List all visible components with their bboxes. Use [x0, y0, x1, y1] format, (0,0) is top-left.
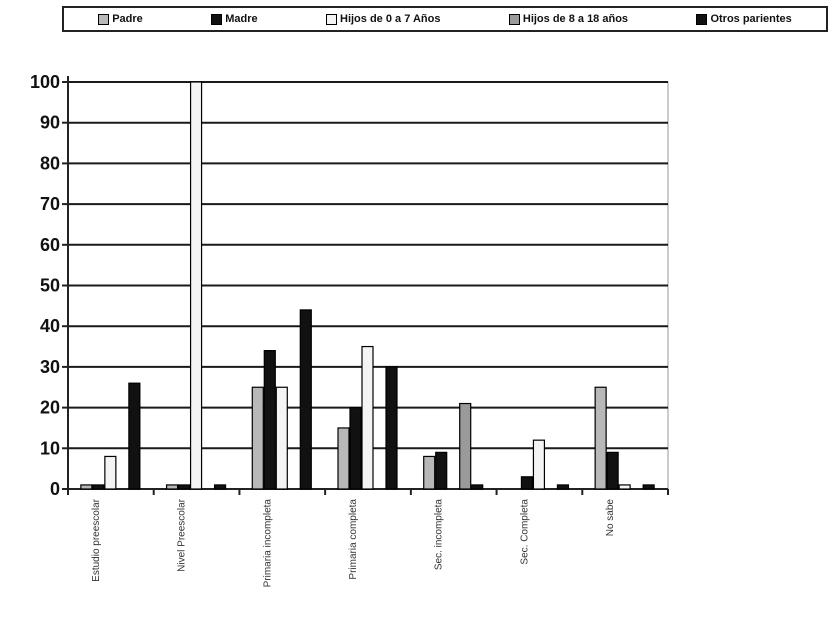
y-tick-label: 0: [50, 479, 60, 499]
bar: [606, 451, 619, 490]
legend-item: Padre: [98, 13, 143, 25]
x-tick-label: Sec. Completa: [519, 499, 530, 565]
chart-legend: Padre Madre Hijos de 0 a 7 Años Hijos de 8 …: [62, 6, 828, 32]
legend-label: Otros parientes: [710, 13, 792, 25]
y-tick-label: 50: [40, 276, 60, 296]
y-tick-label: 20: [40, 398, 60, 418]
x-tick-label: Primaria incompleta: [262, 499, 273, 588]
legend-label: Hijos de 8 a 18 años: [522, 13, 629, 25]
bar: [177, 484, 191, 490]
bar: [128, 382, 141, 490]
bar: [459, 402, 472, 490]
legend-item: Otros parientes: [696, 13, 792, 25]
bar: [263, 350, 276, 490]
bar: [435, 451, 448, 490]
bar: [213, 484, 227, 490]
bar: [532, 439, 546, 490]
bar: [165, 484, 179, 490]
y-tick-label: 80: [40, 153, 60, 173]
legend-label: Madre: [225, 13, 258, 25]
legend-swatch: [326, 13, 337, 25]
bar: [423, 455, 436, 490]
legend-item: Hijos de 8 a 18 años: [508, 13, 629, 25]
y-tick-label: 30: [40, 357, 60, 377]
y-tick-label: 60: [40, 235, 60, 255]
bar: [471, 484, 484, 490]
legend-swatch: [696, 13, 708, 25]
bar: [594, 386, 607, 490]
bar: [299, 309, 312, 490]
bar: [385, 366, 398, 490]
y-tick-label: 100: [30, 72, 60, 92]
y-tick-label: 10: [40, 438, 60, 458]
legend-label: Padre: [112, 13, 143, 25]
legend-swatch: [508, 13, 520, 25]
bar: [520, 476, 534, 490]
y-tick-label: 70: [40, 194, 60, 214]
bar: [92, 484, 105, 490]
bar: [556, 484, 570, 490]
bar: [104, 455, 117, 490]
x-tick-label: Estudio preescolar: [91, 498, 102, 581]
legend-item: Hijos de 0 a 7 Años: [326, 13, 440, 25]
x-tick-label: Sec. incompleta: [434, 499, 445, 571]
legend-label: Hijos de 0 a 7 Años: [340, 13, 441, 25]
x-tick-label: Nivel Preescolar: [177, 498, 188, 571]
bar: [337, 427, 350, 490]
y-tick-label: 40: [40, 316, 60, 336]
x-tick-label: Primaria completa: [348, 499, 359, 580]
bar: [349, 407, 362, 490]
bar: [361, 345, 374, 490]
bar: [642, 484, 655, 490]
legend-item: Madre: [211, 13, 258, 25]
legend-swatch: [211, 13, 223, 25]
x-tick-label: No sabe: [605, 499, 616, 537]
legend-swatch: [98, 13, 110, 25]
bar: [80, 484, 93, 490]
y-tick-label: 90: [40, 113, 60, 133]
bar: [618, 484, 631, 490]
bar: [251, 386, 264, 490]
bar: [189, 81, 203, 490]
bar: [275, 386, 288, 490]
